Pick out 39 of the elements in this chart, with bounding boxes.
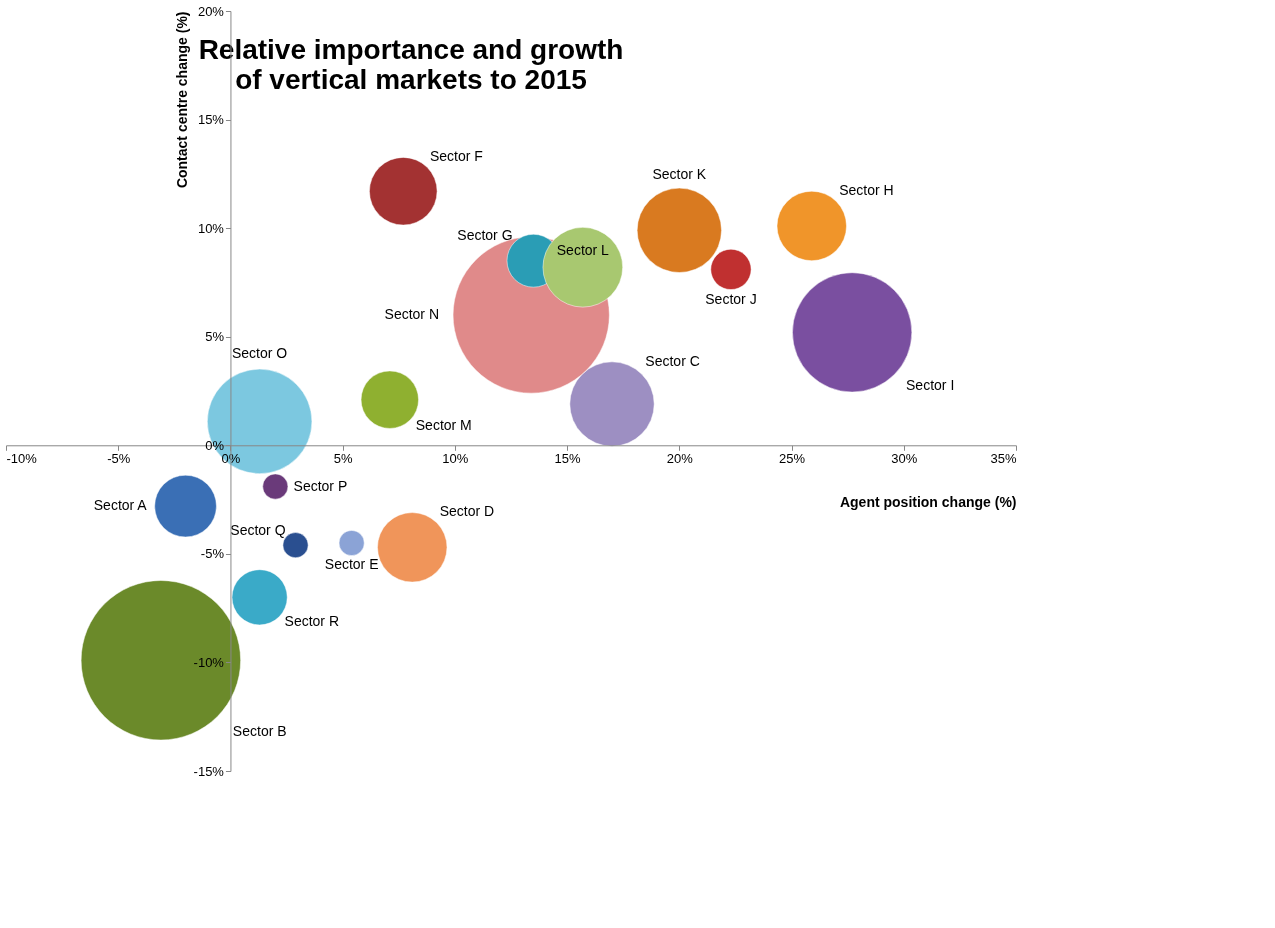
x-axis-title: Agent position change (%) bbox=[839, 493, 1017, 510]
x-tick-label: -5% bbox=[107, 450, 131, 466]
series-label: Sector H bbox=[839, 181, 894, 198]
series-label: Sector Q bbox=[230, 522, 286, 539]
x-tick-label: 10% bbox=[442, 450, 469, 466]
series-label: Sector P bbox=[293, 477, 348, 494]
series-label: Sector A bbox=[93, 497, 148, 514]
series-label: Sector G bbox=[457, 226, 513, 243]
series-label: Sector I bbox=[906, 377, 955, 394]
y-tick-label: -10% bbox=[193, 654, 225, 670]
series-label: Sector E bbox=[324, 556, 379, 573]
y-tick-label: -5% bbox=[200, 546, 225, 562]
series-label: Sector R bbox=[284, 613, 340, 630]
y-tick-label: 15% bbox=[197, 112, 225, 128]
x-tick-label: 25% bbox=[779, 450, 806, 466]
series-label: Sector D bbox=[439, 502, 495, 519]
series-label: Sector B bbox=[232, 723, 287, 740]
x-tick-label: 15% bbox=[554, 450, 582, 466]
x-tick-label: 20% bbox=[666, 450, 694, 466]
x-tick-label: -10% bbox=[6, 450, 38, 466]
series-label: Sector J bbox=[705, 291, 757, 308]
y-axis-title: Contact centre change (%) bbox=[173, 11, 190, 189]
y-tick-label: 20% bbox=[197, 3, 225, 19]
y-tick-label: 0% bbox=[205, 437, 225, 453]
x-tick-label: 35% bbox=[990, 450, 1017, 466]
y-tick-label: 10% bbox=[197, 220, 225, 236]
x-tick-label: 30% bbox=[891, 450, 918, 466]
y-tick-label: -15% bbox=[193, 763, 225, 779]
x-tick-label: 5% bbox=[333, 450, 353, 466]
series-label: Sector K bbox=[652, 165, 707, 182]
series-label: Sector N bbox=[384, 306, 440, 322]
x-tick-label: 0% bbox=[221, 450, 241, 466]
series-label: Sector L bbox=[556, 242, 610, 259]
text: Relative importance and growth of vertical markets to 2015 bbox=[198, 34, 624, 95]
series-label: Sector F bbox=[430, 147, 483, 164]
y-tick-label: 5% bbox=[205, 329, 225, 345]
series-label: Sector O bbox=[232, 345, 288, 362]
series-label: Sector M bbox=[415, 416, 472, 433]
series-label: Sector C bbox=[645, 353, 700, 370]
